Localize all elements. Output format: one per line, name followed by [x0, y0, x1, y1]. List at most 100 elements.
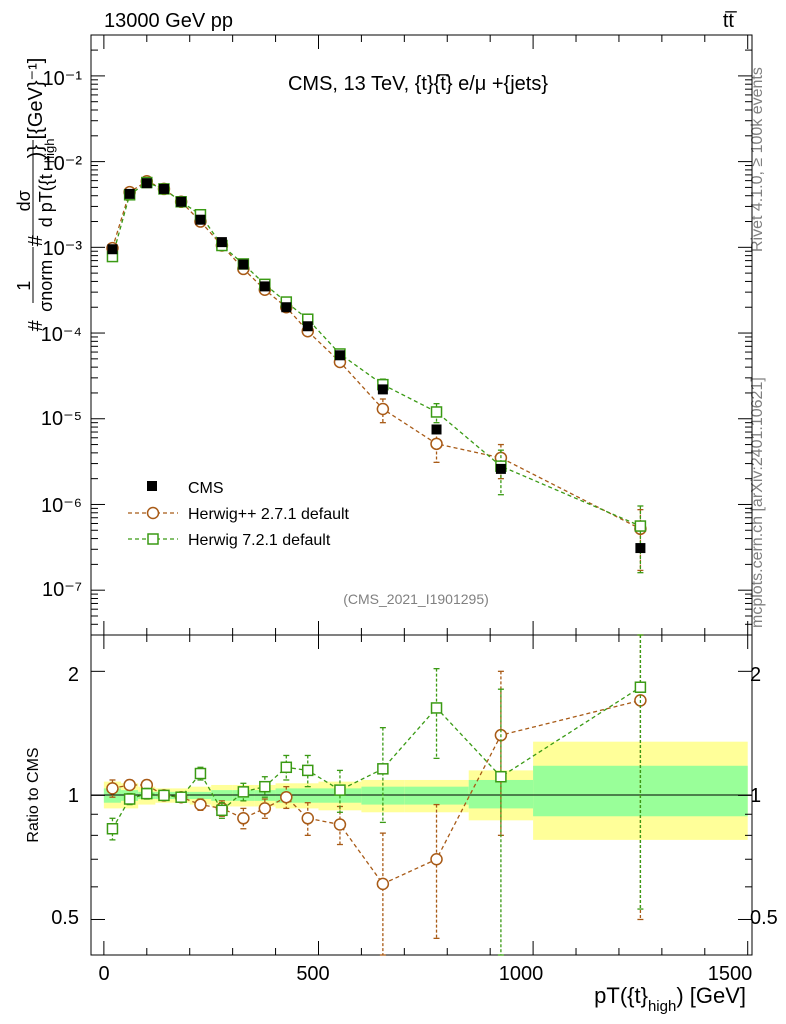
- ratio-herwig7-point: [194, 767, 207, 780]
- ratio-ytick-label-left: 0.5: [51, 907, 79, 929]
- main-herwigpp-line: [111, 180, 641, 530]
- ratio-ytick-label-left: 1: [68, 785, 79, 807]
- legend-marker-herwigpp: [146, 506, 160, 520]
- xlabel-units: ) [GeV]: [676, 983, 746, 1008]
- legend-label-herwigpp: Herwig++ 2.7.1 default: [188, 506, 350, 523]
- main-herwig7-point: [634, 520, 647, 532]
- ratio-ytick-label-left: 2: [68, 664, 79, 686]
- ratio-herwig7-point: [280, 761, 293, 774]
- main-cms-point: [431, 424, 442, 435]
- xlabel: pT({t}high) [GeV]: [594, 983, 746, 1015]
- main-cms-point: [107, 244, 118, 255]
- main-cms-point: [158, 183, 169, 194]
- main-cms-point: [302, 321, 313, 332]
- main-herwigpp-point: [430, 437, 443, 451]
- ratio-herwig7-point: [158, 789, 170, 802]
- ylabel-hash-1: #: [25, 319, 47, 331]
- ratio-ytick-label-right: 1: [750, 785, 761, 807]
- xtick-label: 1500: [708, 963, 753, 985]
- ratio-herwigpp-point: [106, 782, 119, 795]
- band-inner: [404, 786, 469, 805]
- main-cms-point: [141, 178, 152, 189]
- analysis-watermark: (CMS_2021_I1901295): [343, 591, 489, 607]
- ratio-axis-ticks: [91, 635, 752, 955]
- legend-label-cms: CMS: [188, 480, 224, 497]
- ratio-herwig7-point: [141, 787, 153, 800]
- main-cms-point: [238, 259, 249, 270]
- main-ytick-label: 10⁻⁵: [41, 408, 82, 430]
- legend-marker-herwig7: [147, 533, 159, 545]
- ratio-herwig7-point: [430, 702, 443, 714]
- xtick-labels: 0 500 1000 1500: [98, 963, 752, 985]
- ratio-herwigpp-line: [112, 699, 641, 885]
- main-herwig7-point: [430, 406, 443, 418]
- header-final-state: tt̅: [723, 10, 737, 32]
- main-cms-point: [281, 302, 292, 313]
- main-herwig7-line: [111, 181, 641, 527]
- band-inner: [297, 788, 319, 803]
- chart-title: CMS, 13 TeV, {t}{t̅} e/μ +{jets}: [288, 73, 548, 95]
- xtick-label: 1000: [499, 963, 544, 985]
- ratio-uncertainty-bands: [103, 741, 748, 840]
- main-ytick-label: 10⁻¹: [43, 68, 83, 90]
- legend: CMS Herwig++ 2.7.1 default Herwig 7.2.1 …: [128, 480, 350, 549]
- ratio-herwig7-point: [377, 763, 389, 775]
- xtick-label: 0: [98, 963, 109, 985]
- ratio-herwig7-point: [634, 681, 647, 693]
- main-ytick-label: 10⁻⁷: [42, 579, 82, 601]
- xtick-label: 500: [296, 963, 329, 985]
- ratio-ytick-label-right: 0.5: [750, 907, 778, 929]
- main-ytick-label: 10⁻²: [43, 153, 83, 175]
- rivet-version-label: Rivet 4.1.0, ≥ 100k events: [749, 67, 766, 252]
- ratio-herwigpp-point: [301, 812, 315, 825]
- header-process: 13000 GeV pp: [104, 10, 233, 32]
- main-axis-ticks: [91, 35, 752, 636]
- main-herwigpp-point: [376, 402, 390, 416]
- ratio-ytick-label-right: 2: [750, 664, 761, 686]
- ratio-ylabel: Ratio to CMS: [25, 747, 42, 842]
- main-cms-point: [216, 237, 227, 248]
- main-ylabel: # 1 σnorm # dσ d pT({t high )} [{GeV}⁻¹]: [13, 58, 59, 332]
- main-cms-point: [377, 384, 388, 395]
- ratio-herwig7-point: [302, 764, 314, 777]
- ratio-ytick-labels: 0.5 1 2 0.5 1 2: [51, 664, 778, 929]
- legend-label-herwig7: Herwig 7.2.1 default: [188, 532, 331, 549]
- ratio-herwig7-point: [123, 793, 136, 805]
- ratio-herwigpp-point: [123, 778, 136, 792]
- svg-text:# 1 σnorm: # 1 σnorm # dσ d pT({t high )} [{GeV}⁻¹]: [13, 58, 59, 332]
- ratio-herwig7-point: [106, 823, 119, 835]
- ratio-herwigpp-point: [194, 798, 207, 811]
- ratio-panel: 0.5 1 2 0.5 1 2 0 500 1000 1500 Ratio to…: [25, 634, 778, 1015]
- main-cms-point: [495, 463, 506, 474]
- main-panel: 10⁻⁷ 10⁻⁶ 10⁻⁵ 10⁻⁴ 10⁻³ 10⁻² 10⁻¹ CMS, …: [13, 34, 753, 636]
- main-cms-point: [334, 350, 345, 361]
- ratio-herwigpp-point: [376, 877, 390, 891]
- ratio-herwig7-point: [259, 780, 271, 793]
- mcplots-label: mcplots.cern.ch [arXiv:2401.10621]: [749, 377, 766, 628]
- ratio-herwigpp-point: [430, 852, 443, 866]
- ratio-herwigpp-point: [237, 812, 250, 825]
- main-cms-point: [259, 281, 270, 292]
- xlabel-main: pT({t}: [594, 983, 648, 1008]
- ratio-herwig7-point: [175, 791, 187, 803]
- ylabel-dsigma: dσ: [14, 190, 34, 211]
- ylabel-hash-2: #: [25, 234, 47, 246]
- ylabel-one: 1: [14, 281, 34, 291]
- main-cms-point: [124, 188, 135, 199]
- legend-marker-cms: [147, 481, 157, 491]
- ratio-herwig7-point: [237, 786, 250, 798]
- ylabel-high: high: [42, 138, 57, 163]
- main-series-layer: [106, 175, 647, 574]
- ratio-herwig7-point: [216, 804, 228, 817]
- ratio-herwigpp-point: [280, 790, 293, 804]
- main-cms-point: [635, 543, 646, 554]
- ylabel-sigma-norm: σnorm: [36, 260, 56, 312]
- ratio-series-layer: [106, 634, 647, 956]
- ratio-herwig7-point: [334, 784, 346, 796]
- ratio-herwigpp-point: [333, 818, 347, 831]
- ratio-herwig7-line: [111, 686, 641, 830]
- ylabel-units: )} [{GeV}⁻¹]: [25, 58, 47, 159]
- main-ytick-labels: 10⁻⁷ 10⁻⁶ 10⁻⁵ 10⁻⁴ 10⁻³ 10⁻² 10⁻¹: [41, 68, 83, 601]
- ratio-herwig7-point: [495, 770, 507, 783]
